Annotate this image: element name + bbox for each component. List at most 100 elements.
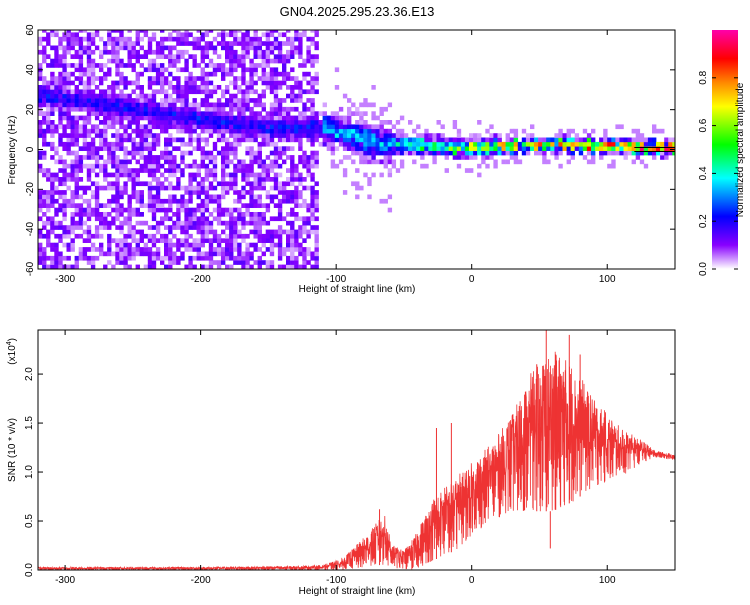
heatmap-cell: [107, 155, 112, 160]
heatmap-cell: [200, 111, 205, 116]
heatmap-cell: [464, 146, 470, 151]
heatmap-cell: [164, 159, 169, 165]
heatmap-cell: [212, 216, 218, 222]
heatmap-cell: [168, 133, 173, 138]
heatmap-cell: [86, 128, 92, 134]
heatmap-cell: [188, 216, 193, 222]
heatmap-cell: [131, 63, 136, 68]
heatmap-cell: [184, 150, 189, 156]
heatmap-cell: [249, 146, 254, 151]
heatmap-cell: [127, 203, 132, 208]
heatmap-cell: [188, 242, 193, 248]
heatmap-cell: [225, 185, 230, 191]
heatmap-cell: [310, 194, 315, 200]
heatmap-cell: [237, 163, 242, 169]
heatmap-cell: [50, 89, 55, 95]
heatmap-cell: [135, 120, 140, 125]
heatmap-cell: [286, 58, 291, 64]
heatmap-cell: [99, 137, 104, 143]
heatmap-cell: [160, 255, 165, 261]
colorbar: 0.00.20.40.60.8 Normalized spectral ampl…: [698, 30, 746, 276]
heatmap-cell: [265, 85, 271, 90]
heatmap-cell: [151, 141, 157, 147]
heatmap-cell: [607, 150, 612, 156]
heatmap-cell: [192, 120, 197, 125]
heatmap-cell: [241, 36, 246, 42]
heatmap-cell: [306, 128, 311, 134]
heatmap-cell: [257, 260, 262, 265]
heatmap-cell: [245, 36, 250, 42]
heatmap-cell: [216, 181, 222, 187]
heatmap-cell: [168, 242, 173, 248]
heatmap-cell: [168, 172, 173, 178]
heatmap-cell: [314, 45, 319, 51]
heatmap-cell: [131, 168, 136, 173]
heatmap-cell: [62, 49, 67, 55]
heatmap-cell: [566, 150, 571, 156]
heatmap-cell: [208, 80, 214, 86]
snr-series: [38, 330, 675, 570]
heatmap-cell: [184, 124, 189, 130]
heatmap-cell: [82, 220, 88, 226]
heatmap-cell: [119, 141, 124, 147]
heatmap-cell: [229, 212, 234, 217]
heatmap-cell: [139, 137, 144, 143]
heatmap-cell: [188, 133, 193, 138]
heatmap-cell: [172, 212, 177, 217]
heatmap-cell: [229, 159, 234, 165]
heatmap-cell: [115, 133, 120, 138]
heatmap-cell: [94, 133, 100, 138]
heatmap-cell: [351, 146, 356, 151]
heatmap-cell: [192, 98, 197, 103]
heatmap-cell: [86, 216, 92, 222]
heatmap-cell: [208, 264, 214, 269]
heatmap-cell: [444, 150, 449, 156]
heatmap-cell: [70, 172, 75, 178]
heatmap-cell: [139, 93, 144, 99]
heatmap-cell: [314, 238, 319, 243]
heatmap-cell: [241, 194, 246, 200]
heatmap-cell: [212, 36, 218, 42]
heatmap-cell: [635, 146, 641, 151]
heatmap-cell: [233, 49, 238, 55]
heatmap-cell: [216, 32, 222, 38]
heatmap-cell: [196, 102, 201, 108]
heatmap-cell: [521, 146, 527, 151]
heatmap-cell: [334, 163, 340, 169]
heatmap-cell: [188, 220, 193, 226]
heatmap-cell: [74, 177, 79, 182]
heatmap-cell: [253, 45, 258, 51]
heatmap-cell: [225, 128, 230, 134]
heatmap-cell: [216, 212, 222, 217]
heatmap-cell: [273, 41, 279, 46]
heatmap-cell: [151, 203, 157, 208]
heatmap-cell: [115, 80, 120, 86]
heatmap-cell: [160, 185, 165, 191]
heatmap-cell: [294, 120, 299, 125]
heatmap-cell: [82, 89, 88, 95]
heatmap-cell: [257, 146, 262, 151]
heatmap-cell: [135, 238, 140, 243]
heatmap-cell: [436, 120, 441, 125]
heatmap-cell: [99, 146, 104, 151]
heatmap-cell: [180, 251, 185, 257]
heatmap-cell: [562, 141, 567, 147]
heatmap-cell: [229, 141, 234, 147]
heatmap-cell: [58, 168, 63, 173]
heatmap-cell: [196, 45, 201, 51]
heatmap-cell: [615, 146, 620, 151]
heatmap-cell: [168, 198, 173, 204]
heatmap-cell: [282, 159, 287, 165]
heatmap-cell: [62, 45, 67, 51]
heatmap-cell: [318, 133, 323, 138]
heatmap-cell: [127, 212, 132, 217]
heatmap-cell: [46, 93, 51, 99]
heatmap-cell: [135, 133, 140, 138]
heatmap-cell: [103, 128, 108, 134]
heatmap-cell: [216, 247, 222, 252]
heatmap-cell: [359, 115, 364, 121]
heatmap-cell: [103, 124, 108, 130]
heatmap-cell: [432, 155, 437, 160]
heatmap-cell: [359, 155, 364, 160]
heatmap-cell: [192, 111, 197, 116]
